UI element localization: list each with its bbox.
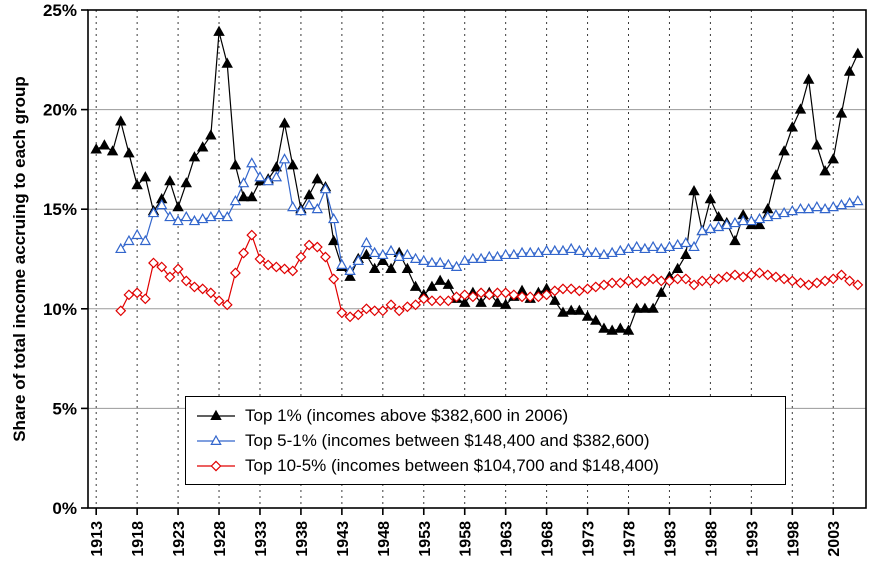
legend-label-top-10-5: Top 10-5% (incomes between $104,700 and …	[245, 455, 659, 475]
svg-text:1998: 1998	[785, 521, 802, 557]
svg-text:1943: 1943	[335, 521, 352, 557]
svg-text:1973: 1973	[581, 521, 598, 557]
svg-text:1923: 1923	[171, 521, 188, 557]
svg-text:1928: 1928	[212, 521, 229, 557]
svg-text:10%: 10%	[43, 300, 77, 319]
svg-text:1918: 1918	[130, 521, 147, 557]
top-5-1-marker-icon	[196, 433, 236, 449]
legend-item-top-10-5: Top 10-5% (incomes between $104,700 and …	[196, 453, 775, 478]
legend-label-top-5-1: Top 5-1% (incomes between $148,400 and $…	[245, 430, 650, 450]
svg-text:1978: 1978	[622, 521, 639, 557]
svg-text:1953: 1953	[417, 521, 434, 557]
y-axis-title: Share of total income accruing to each g…	[10, 76, 29, 442]
svg-text:15%: 15%	[43, 200, 77, 219]
svg-text:1938: 1938	[294, 521, 311, 557]
svg-text:1958: 1958	[458, 521, 475, 557]
svg-text:1913: 1913	[89, 521, 106, 557]
svg-text:1988: 1988	[703, 521, 720, 557]
legend-item-top-5-1: Top 5-1% (incomes between $148,400 and $…	[196, 428, 775, 453]
svg-text:1983: 1983	[662, 521, 679, 557]
svg-text:1963: 1963	[499, 521, 516, 557]
svg-text:1933: 1933	[253, 521, 270, 557]
svg-text:1968: 1968	[540, 521, 557, 557]
top-10-5-marker-icon	[196, 458, 236, 474]
svg-text:5%: 5%	[52, 399, 77, 418]
chart-legend: Top 1% (incomes above $382,600 in 2006) …	[185, 396, 786, 485]
svg-text:0%: 0%	[52, 499, 77, 518]
legend-item-top-1: Top 1% (incomes above $382,600 in 2006)	[196, 403, 775, 428]
svg-text:25%: 25%	[43, 1, 77, 20]
svg-text:1948: 1948	[376, 521, 393, 557]
svg-text:2003: 2003	[826, 521, 843, 557]
legend-label-top-1: Top 1% (incomes above $382,600 in 2006)	[245, 405, 569, 425]
top-1-marker-icon	[196, 408, 236, 424]
svg-text:1993: 1993	[744, 521, 761, 557]
svg-text:20%: 20%	[43, 101, 77, 120]
